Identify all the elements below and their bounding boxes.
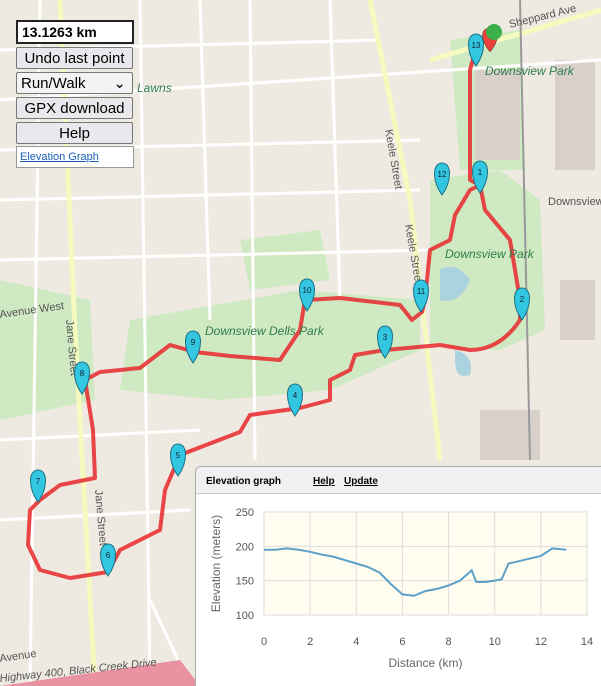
- panel-update[interactable]: Update: [344, 476, 378, 487]
- panel-header: Elevation graph Help Update: [196, 467, 601, 494]
- x-axis-label: Distance (km): [388, 656, 462, 670]
- x-tick-label: 2: [307, 636, 313, 648]
- mode-select[interactable]: Run/Walk ⌄: [16, 72, 133, 94]
- map-label: Lawns: [137, 81, 172, 95]
- marker-label: 11: [417, 287, 426, 296]
- elevation-link[interactable]: Elevation Graph: [16, 146, 134, 168]
- marker-label: 1: [478, 168, 483, 177]
- marker-pin: [413, 279, 429, 313]
- y-tick-label: 100: [236, 610, 254, 622]
- route-marker[interactable]: 2: [514, 287, 530, 321]
- map-label: Downsview Park: [485, 64, 575, 78]
- map-label: Downsview Dells Park: [205, 324, 325, 338]
- marker-pin: [30, 469, 46, 503]
- marker-label: 8: [80, 369, 85, 378]
- route-marker[interactable]: 3: [377, 325, 393, 359]
- x-tick-label: 12: [535, 636, 547, 648]
- map-label: Avenue: [0, 648, 37, 665]
- route-marker[interactable]: 9: [185, 330, 201, 364]
- distance-field[interactable]: 13.1263 km: [16, 20, 134, 44]
- x-tick-label: 0: [261, 636, 267, 648]
- x-tick-label: 6: [399, 636, 405, 648]
- gpx-button[interactable]: GPX download: [16, 97, 133, 119]
- plot-area: [263, 511, 588, 616]
- marker-label: 9: [191, 338, 196, 347]
- y-tick-label: 200: [236, 541, 254, 553]
- elevation-panel: Elevation graph Help Update 100 150 200 250…: [195, 466, 601, 686]
- panel-title: Elevation graph: [206, 476, 282, 487]
- undo-button[interactable]: Undo last point: [16, 47, 133, 69]
- y-axis-label: Elevation (meters): [209, 515, 223, 612]
- x-tick-label: 4: [353, 636, 359, 648]
- marker-label: 7: [36, 477, 41, 486]
- marker-label: 4: [293, 391, 298, 400]
- marker-pin: [100, 543, 116, 577]
- marker-label: 10: [303, 286, 312, 295]
- route-marker[interactable]: 8: [74, 361, 90, 395]
- marker-pin: [472, 160, 488, 194]
- mode-value: Run/Walk: [21, 75, 86, 92]
- marker-pin: [299, 278, 315, 312]
- y-tick-label: 150: [236, 576, 254, 588]
- elevation-line: [264, 547, 567, 597]
- panel-help[interactable]: Help: [313, 476, 335, 487]
- route-marker[interactable]: 13: [468, 33, 484, 67]
- marker-label: 2: [520, 295, 525, 304]
- marker-pin: [377, 325, 393, 359]
- x-tick-label: 8: [446, 636, 452, 648]
- route-marker[interactable]: 12: [434, 162, 450, 196]
- y-tick-label: 250: [236, 507, 254, 519]
- elevation-chart: 100 150 200 250 0 2 4 6 8 10 12 14 Distance (km) Elev…: [209, 507, 593, 670]
- marker-pin: [170, 443, 186, 477]
- map-label: Downsview Park: [445, 247, 535, 261]
- route-marker[interactable]: 5: [170, 443, 186, 477]
- start-pin: [486, 24, 502, 40]
- x-tick-label: 14: [581, 636, 593, 648]
- marker-pin: [185, 330, 201, 364]
- marker-label: 3: [383, 333, 388, 342]
- map-label: Jane Street: [92, 489, 109, 546]
- help-button[interactable]: Help: [16, 122, 133, 144]
- x-tick-label: 10: [489, 636, 501, 648]
- marker-pin: [514, 287, 530, 321]
- marker-label: 13: [472, 41, 481, 50]
- dropdown-arrow: ⌄: [113, 75, 126, 92]
- route-marker[interactable]: 7: [30, 469, 46, 503]
- route-marker[interactable]: 1: [472, 160, 488, 194]
- marker-pin: [74, 361, 90, 395]
- marker-pin: [287, 383, 303, 417]
- map-label: Downsview Park Sports Centre: [548, 196, 601, 208]
- route-marker[interactable]: 4: [287, 383, 303, 417]
- map-label: Jane Street: [63, 319, 80, 376]
- route-marker[interactable]: 6: [100, 543, 116, 577]
- marker-pin: [468, 33, 484, 67]
- marker-label: 6: [106, 551, 111, 560]
- marker-label: 5: [176, 451, 181, 460]
- marker-pin: [434, 162, 450, 196]
- route-marker[interactable]: 10: [299, 278, 315, 312]
- marker-label: 12: [438, 170, 447, 179]
- route-marker[interactable]: 11: [413, 279, 429, 313]
